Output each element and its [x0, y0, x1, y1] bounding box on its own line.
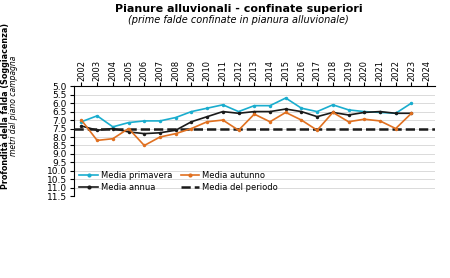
- Text: (prime falde confinate in pianura alluvionale): (prime falde confinate in pianura alluvi…: [128, 15, 349, 25]
- Text: Pianure alluvionali - confinate superiori: Pianure alluvionali - confinate superior…: [115, 4, 362, 14]
- Text: metri dal piano campagna: metri dal piano campagna: [9, 55, 18, 156]
- Legend: Media primavera, Media annua, Media autunno, Media del periodo: Media primavera, Media annua, Media autu…: [78, 170, 280, 193]
- Text: Profondità della falda (Soggiacenza): Profondità della falda (Soggiacenza): [1, 23, 10, 189]
